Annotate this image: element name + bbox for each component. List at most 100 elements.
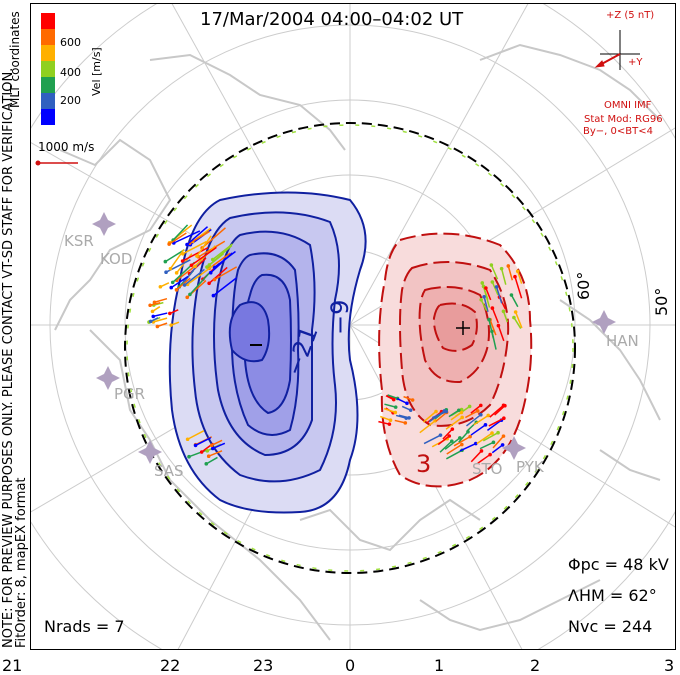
coordinate-system-label: MLT coordinates: [8, 11, 22, 108]
mlt-label-1: 1: [434, 656, 445, 675]
vector-origin: [509, 293, 514, 297]
vector-origin: [163, 259, 168, 264]
vector-origin: [458, 436, 462, 440]
vector-origin: [393, 410, 398, 415]
colorbar-label: Vel [m/s]: [90, 47, 103, 96]
vector-origin: [169, 285, 174, 290]
vector-count: Nvc = 244: [568, 617, 653, 636]
latitude-label-60: 60°: [574, 271, 593, 300]
velocity-vector: [212, 243, 233, 261]
vector-origin: [185, 295, 190, 300]
velocity-vector: [445, 416, 463, 430]
velocity-vector: [513, 317, 522, 329]
velocity-vector: [169, 249, 185, 270]
vector-origin: [506, 264, 511, 268]
vector-origin: [483, 423, 488, 427]
vector-origin: [467, 404, 472, 409]
station-pgr: PGR: [114, 385, 146, 403]
vector-origin: [207, 281, 211, 286]
velocity-vector: [445, 449, 463, 460]
velocity-vector: [491, 444, 504, 454]
vector-origin: [193, 264, 197, 269]
vector-origin: [489, 263, 494, 267]
vector-origin: [494, 285, 499, 289]
vector-origin: [487, 317, 491, 322]
scale-vector: [35, 160, 78, 166]
colorbar-segment: [41, 45, 55, 61]
vector-origin: [450, 427, 455, 431]
velocity-vector: [431, 410, 447, 419]
vector-origin: [460, 442, 464, 447]
vector-origin: [169, 323, 173, 327]
vector-origin: [479, 412, 483, 417]
vector-origin: [212, 277, 217, 282]
contour-label-neg9: −9: [326, 299, 354, 335]
vector-origin: [512, 315, 516, 320]
vector-origin: [410, 398, 415, 402]
vector-origin: [170, 280, 175, 285]
velocity-vector: [196, 235, 212, 257]
vector-origin: [205, 265, 209, 269]
vector-origin: [168, 311, 172, 316]
velocity-vector: [419, 420, 436, 434]
vector-origin: [491, 440, 496, 445]
mlt-label-23: 23: [253, 656, 274, 675]
vector-origin: [500, 443, 505, 447]
vector-origin: [434, 409, 438, 414]
velocity-vector: [465, 410, 479, 419]
vector-origin: [501, 434, 506, 438]
vector-origin: [468, 434, 472, 439]
hm-boundary: [124, 122, 576, 574]
velocity-vector: [482, 432, 499, 442]
velocity-vector: [187, 430, 205, 440]
velocity-vector: [491, 307, 499, 324]
colorbar-tick-400: 400: [60, 66, 81, 79]
velocity-vector: [517, 271, 523, 284]
vector-origin: [206, 454, 211, 459]
vector-origin: [473, 441, 478, 446]
vector-origin: [501, 403, 506, 408]
velocity-vector: [500, 268, 507, 285]
velocity-vector: [212, 277, 237, 297]
mlt-label-21: 21: [2, 656, 23, 675]
velocity-vector: [423, 434, 441, 445]
vector-origin: [403, 421, 408, 425]
cross-polar-cap-potential: Φpc = 48 kV: [568, 555, 669, 574]
velocity-vector: [444, 437, 461, 450]
vector-origin: [490, 431, 494, 435]
vector-origin: [207, 263, 212, 267]
station-han: HAN: [606, 332, 639, 350]
velocity-vector: [473, 414, 489, 426]
vector-origin: [168, 266, 173, 271]
velocity-vector: [514, 276, 523, 299]
colorbar-segment: [41, 13, 55, 29]
velocity-vector: [502, 311, 509, 323]
colorbar-segment: [41, 109, 55, 125]
velocity-vector: [497, 325, 505, 342]
vector-origin: [388, 418, 393, 422]
velocity-vector: [170, 275, 189, 289]
vector-origin: [466, 429, 470, 434]
vector-origin: [393, 405, 398, 409]
map-frame: [30, 3, 676, 650]
vector-origin: [490, 306, 495, 310]
velocity-vector: [186, 226, 209, 246]
velocity-vector: [214, 266, 238, 281]
vector-origin: [193, 443, 198, 448]
vector-origin: [513, 274, 517, 279]
velocity-vector: [184, 268, 205, 286]
vector-origin: [459, 407, 464, 412]
vector-origin: [391, 397, 396, 402]
colorbar-tick-600: 600: [60, 36, 81, 49]
velocity-vector: [480, 299, 488, 312]
potential-max-marker: [456, 321, 470, 335]
velocity-vector: [153, 317, 168, 323]
vector-origin: [387, 422, 392, 426]
velocity-vector: [507, 265, 514, 281]
vector-origin: [486, 413, 491, 418]
vector-origin: [167, 242, 171, 246]
station-markers: [92, 212, 616, 464]
vector-origin: [444, 409, 449, 414]
vector-origin: [209, 443, 214, 448]
